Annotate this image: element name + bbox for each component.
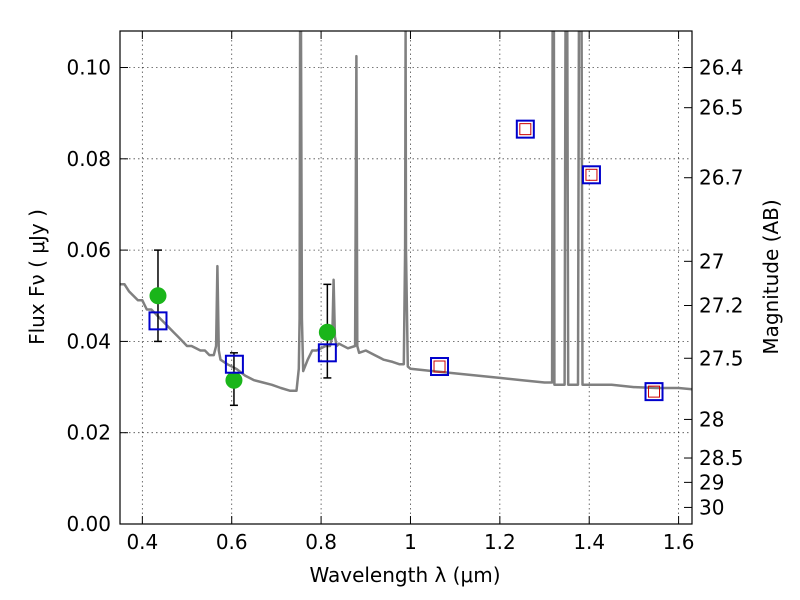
predicted-point (648, 385, 661, 398)
predicted-point (585, 168, 598, 181)
mag-tick-label: 28.5 (699, 446, 744, 470)
model-point (317, 343, 337, 363)
observed-point (318, 323, 336, 341)
mag-tick-label: 30 (699, 495, 724, 519)
x-tick-label: 1.4 (573, 530, 605, 554)
x-tick-label: 1.2 (484, 530, 516, 554)
predicted-point (433, 360, 446, 373)
plot-layer (120, 31, 692, 407)
y-tick-label: 0.04 (66, 329, 111, 353)
model-point (644, 382, 664, 402)
mag-tick-label: 29 (699, 470, 724, 494)
x-tick-label: 0.4 (126, 530, 158, 554)
x-tick-label: 0.6 (216, 530, 248, 554)
model-point (515, 119, 535, 139)
mag-tick-label: 26.5 (699, 96, 744, 120)
y-tick-label: 0.02 (66, 421, 111, 445)
spectrum-line (120, 31, 692, 392)
mag-tick-label: 26.7 (699, 166, 744, 190)
mag-tick-label: 27.5 (699, 346, 744, 370)
tick-layer: 0.4 0.6 0.8 1 1.2 1.4 1.6 0.00 0.02 0.04 0.06 0.08 0… (66, 31, 744, 554)
mag-tick-label: 28 (699, 407, 724, 431)
model-point (224, 354, 244, 374)
model-point (430, 357, 450, 377)
x-tick-label: 0.8 (305, 530, 337, 554)
mag-tick-label: 27 (699, 249, 724, 273)
observed-point (149, 287, 167, 305)
observed-point (225, 371, 243, 389)
model-point (148, 311, 168, 331)
mag-tick-label: 27.2 (699, 294, 744, 318)
x-axis-label: Wavelength λ (μm) (309, 563, 500, 587)
x-tick-label: 1.6 (663, 530, 695, 554)
model-point (581, 165, 601, 185)
predicted-point (519, 123, 532, 136)
y-tick-label: 0.06 (66, 238, 111, 262)
y-tick-label: 0.00 (66, 512, 111, 536)
mag-tick-label: 26.4 (699, 56, 744, 80)
plot-frame (119, 30, 693, 525)
y-tick-label: 0.08 (66, 147, 111, 171)
y-tick-label: 0.10 (66, 56, 111, 80)
y-axis-label-right: Magnitude (AB) (759, 199, 783, 354)
x-tick-label: 1 (404, 530, 417, 554)
y-axis-label-left: Flux Fν ( μJy ) (25, 209, 49, 345)
